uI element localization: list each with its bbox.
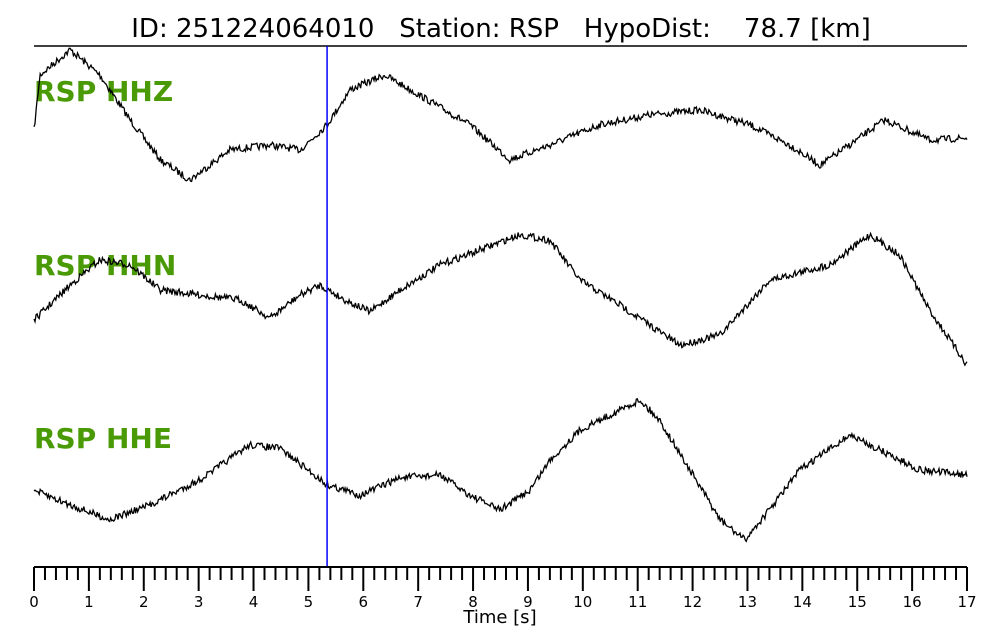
chart-title: ID: 251224064010 Station: RSP HypoDist: … xyxy=(131,14,871,44)
x-tick-label: 12 xyxy=(683,593,702,611)
x-tick-label: 7 xyxy=(413,593,423,611)
x-tick-label: 9 xyxy=(523,593,533,611)
x-tick-label: 6 xyxy=(359,593,369,611)
x-tick-label: 3 xyxy=(194,593,204,611)
x-tick-label: 10 xyxy=(573,593,592,611)
channel-label: RSP HHE xyxy=(34,422,172,455)
x-tick-label: 1 xyxy=(84,593,94,611)
channel-label: RSP HHN xyxy=(34,249,176,282)
channel-label: RSP HHZ xyxy=(34,75,173,108)
trace-rsp-hhz xyxy=(33,47,968,183)
x-tick-label: 17 xyxy=(957,593,976,611)
x-tick-label: 8 xyxy=(468,593,478,611)
trace-rsp-hhn xyxy=(33,231,968,367)
x-tick-label: 13 xyxy=(738,593,757,611)
x-tick-label: 16 xyxy=(903,593,922,611)
x-tick-label: 4 xyxy=(249,593,259,611)
x-tick-label: 14 xyxy=(793,593,812,611)
x-tick-label: 11 xyxy=(628,593,647,611)
x-tick-label: 2 xyxy=(139,593,149,611)
x-axis-label: Time [s] xyxy=(462,607,536,628)
time-axis: 0 1 2 3 4 5 6 7 8 9 10 11 12 13 14 15 16 17 xyxy=(29,566,977,611)
x-tick-label: 15 xyxy=(848,593,867,611)
x-tick-label: 5 xyxy=(304,593,314,611)
x-tick-label: 0 xyxy=(29,593,39,611)
trace-rsp-hhe xyxy=(33,397,968,543)
